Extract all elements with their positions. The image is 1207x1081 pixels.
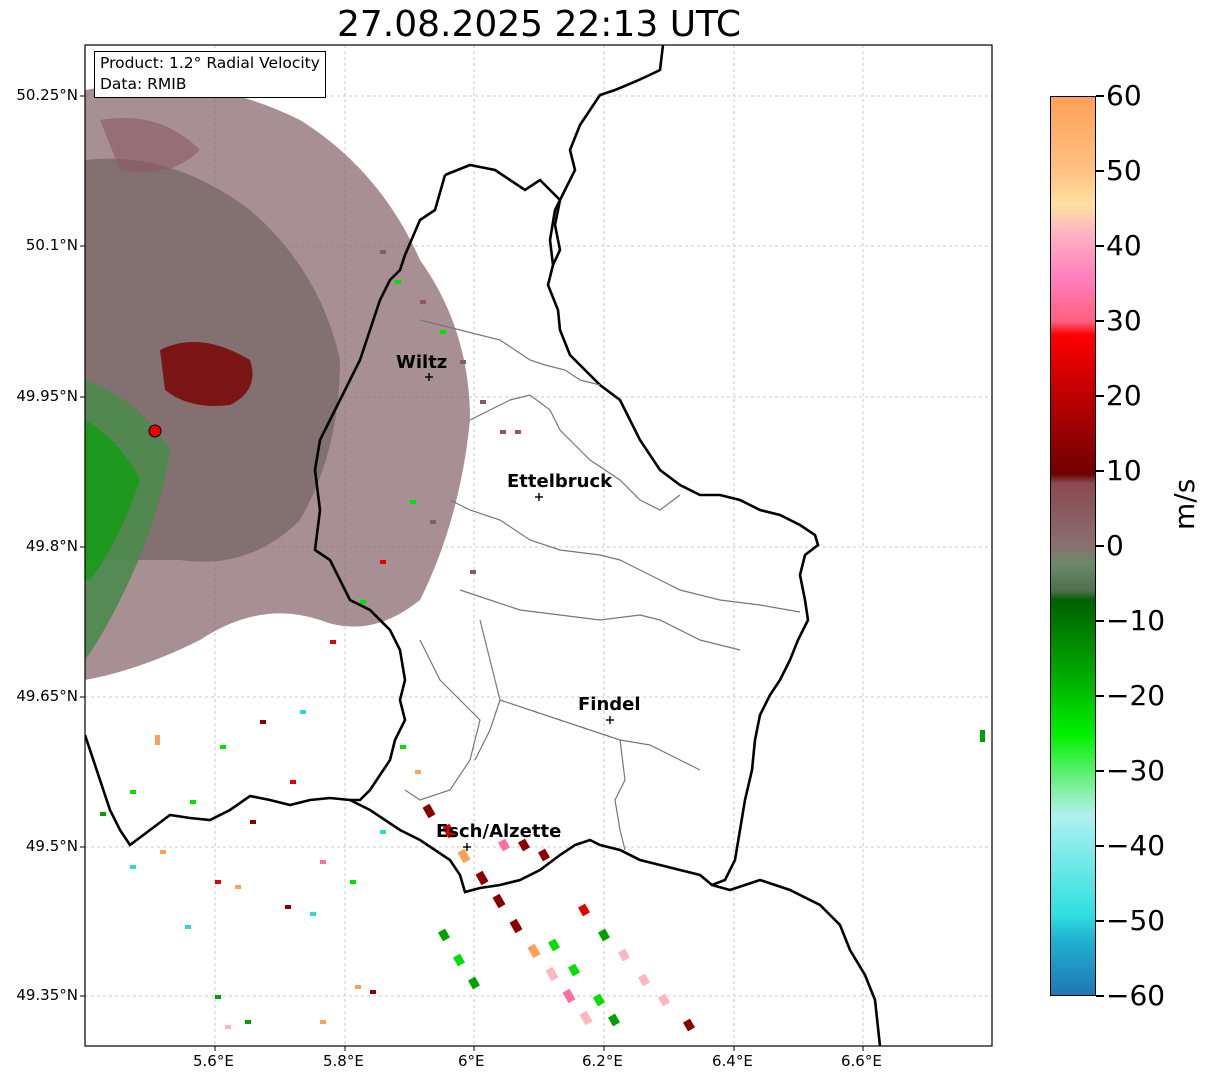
lon-label: 6.2°E — [582, 1052, 623, 1070]
city-label-esch: Esch/Alzette — [436, 821, 562, 842]
colorbar-tick — [1096, 920, 1104, 922]
lat-label: 49.8°N — [25, 537, 78, 555]
country-border-2 — [711, 878, 882, 1046]
streak-echoes — [422, 803, 695, 1032]
colorbar-tick-label: 30 — [1106, 304, 1142, 337]
lon-label: 6.4°E — [712, 1052, 753, 1070]
lon-label: 5.6°E — [193, 1052, 234, 1070]
colorbar-tick — [1096, 245, 1104, 247]
colorbar-tick-label: −40 — [1106, 829, 1166, 862]
canton-borders — [404, 319, 801, 851]
chart-title: 27.08.2025 22:13 UTC — [336, 4, 742, 45]
colorbar-tick-label: −10 — [1106, 604, 1166, 637]
colorbar-tick — [1096, 620, 1104, 622]
product-info-box: Product: 1.2° Radial Velocity Data: RMIB — [94, 51, 326, 98]
city-label-findel: Findel — [578, 694, 641, 715]
radar-site-marker — [148, 424, 162, 438]
colorbar — [1050, 96, 1096, 996]
lon-label: 5.8°E — [323, 1052, 364, 1070]
colorbar-tick — [1096, 995, 1104, 997]
lat-label: 50.1°N — [25, 236, 78, 254]
lat-label: 49.95°N — [16, 387, 78, 405]
lat-label: 50.25°N — [16, 86, 78, 104]
colorbar-tick-label: 20 — [1106, 379, 1142, 412]
city-label-wiltz: Wiltz — [396, 352, 448, 373]
lon-label: 6°E — [458, 1052, 485, 1070]
city-label-ettelbruck: Ettelbruck — [507, 471, 613, 492]
colorbar-tick-label: 50 — [1106, 154, 1142, 187]
lux-border — [313, 163, 562, 802]
colorbar-tick — [1096, 545, 1104, 547]
colorbar-tick — [1096, 695, 1104, 697]
colorbar-tick-label: 10 — [1106, 454, 1142, 487]
colorbar-tick — [1096, 395, 1104, 397]
scatter-echoes — [100, 250, 985, 1029]
colorbar-tick-label: 0 — [1106, 529, 1124, 562]
colorbar-tick — [1096, 170, 1104, 172]
colorbar-unit: m/s — [1168, 478, 1201, 530]
colorbar-tick-label: −30 — [1106, 754, 1166, 787]
colorbar-tick-label: −20 — [1106, 679, 1166, 712]
lat-label: 49.5°N — [25, 837, 78, 855]
colorbar-tick — [1096, 95, 1104, 97]
colorbar-tick — [1096, 320, 1104, 322]
colorbar-tick — [1096, 470, 1104, 472]
colorbar-tick — [1096, 770, 1104, 772]
city-markers — [425, 373, 614, 851]
colorbar-tick-label: −50 — [1106, 904, 1166, 937]
country-border — [85, 45, 820, 894]
lat-label: 49.65°N — [16, 687, 78, 705]
colorbar-tick-label: 60 — [1106, 79, 1142, 112]
colorbar-tick-label: 40 — [1106, 229, 1142, 262]
product-label: Product: 1.2° Radial Velocity — [100, 54, 320, 72]
colorbar-tick-label: −60 — [1106, 979, 1166, 1012]
colorbar-tick — [1096, 845, 1104, 847]
lon-label: 6.6°E — [841, 1052, 882, 1070]
lat-label: 49.35°N — [16, 986, 78, 1004]
radar-echoes — [85, 45, 985, 1046]
data-source-label: Data: RMIB — [100, 75, 187, 93]
